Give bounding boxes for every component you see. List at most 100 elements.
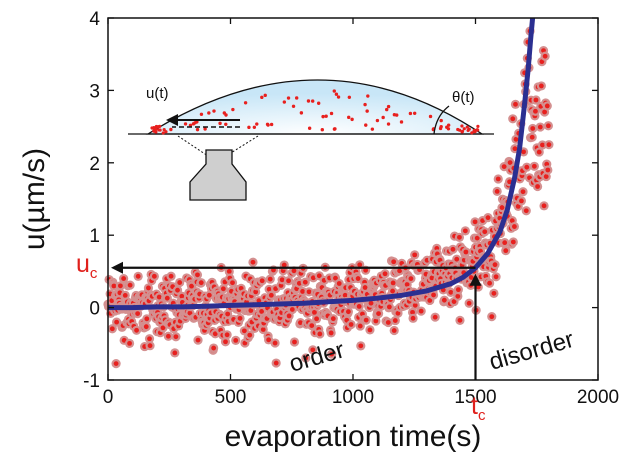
scatter-point (306, 289, 312, 295)
scatter-point (135, 311, 141, 317)
scatter-point (127, 282, 133, 288)
scatter-point (230, 280, 235, 286)
inset-particle (183, 122, 188, 126)
scatter-point (503, 248, 509, 254)
scatter-point (533, 108, 538, 114)
scatter-point (492, 262, 498, 268)
scatter-point (487, 280, 493, 286)
scatter-point (317, 331, 323, 337)
inset-particle (365, 109, 369, 113)
inset-particle (385, 107, 389, 112)
y-tick-label: 3 (89, 81, 100, 102)
y-tick-label: 0 (89, 299, 100, 320)
inset-particle (260, 95, 264, 100)
scatter-point (279, 277, 285, 283)
inset-particle (320, 128, 325, 132)
inset-edge-particle (472, 130, 476, 134)
y-axis-ticks: -1 0 1 2 3 4 (83, 9, 598, 392)
y-tick-label: -1 (83, 371, 100, 392)
scatter-point (520, 189, 526, 195)
x-tick-label: 500 (215, 387, 247, 408)
scatter-point (224, 332, 230, 338)
inset-edge-particle (161, 131, 165, 135)
scatter-point (316, 273, 322, 279)
x-tick-label: 2000 (577, 387, 619, 408)
scatter-point (391, 328, 397, 333)
scatter-point (429, 275, 435, 281)
scatter-point (233, 337, 239, 343)
inset-particle (291, 104, 296, 108)
scatter-point (151, 273, 157, 279)
fit-curve (108, 17, 536, 311)
scatter-point (289, 307, 295, 312)
inset-particle (306, 99, 311, 103)
scatter-point (535, 184, 540, 189)
inset-particle (439, 124, 443, 129)
scatter-point (536, 149, 542, 155)
inset-particle (263, 93, 267, 98)
inset-particle (243, 101, 248, 105)
scatter-point (187, 310, 193, 316)
scatter-point (494, 188, 500, 194)
microscope-objective (189, 149, 247, 201)
scatter-point (273, 286, 279, 292)
uc-arrow-head (111, 261, 123, 274)
scatter-point (260, 327, 266, 332)
scatter-point (177, 280, 183, 285)
inset-particle (332, 89, 336, 93)
scatter-point (348, 322, 354, 327)
scatter-point (531, 163, 537, 169)
scatter-point (472, 219, 478, 225)
scatter-point (330, 316, 336, 322)
scatter-point (164, 295, 170, 301)
scatter-point (273, 360, 279, 366)
x-axis-title: evaporation time(s) (225, 420, 482, 453)
scatter-point (412, 252, 418, 258)
inset-particle (439, 118, 443, 123)
inset-particle (321, 114, 325, 119)
scatter-point (545, 123, 551, 129)
scatter-point (291, 268, 297, 274)
scatter-point (482, 229, 488, 235)
inset-particle (282, 100, 287, 104)
scatter-point (259, 278, 265, 284)
scatter-point (513, 136, 519, 142)
scatter-point (543, 174, 549, 179)
scatter-point (509, 218, 515, 224)
scatter-point (144, 316, 150, 322)
scatter-point (237, 315, 243, 321)
scatter-point (474, 235, 480, 241)
scatter-point (392, 318, 398, 323)
scatter-point (395, 310, 401, 316)
inset-particle (386, 104, 391, 109)
scatter-point (223, 339, 228, 345)
scatter-point (499, 205, 505, 210)
inset-particle (350, 117, 354, 122)
inset-particle (247, 125, 251, 130)
inset-particle (195, 120, 199, 124)
tc-arrow-head (469, 273, 482, 286)
inset-edge-particle (157, 128, 161, 132)
scatter-point (206, 292, 212, 298)
inset-droplet-schematic: u(t) θ(t) (128, 79, 494, 201)
scatter-point (391, 259, 397, 265)
scatter-point (512, 224, 517, 229)
scatter-point (226, 269, 232, 274)
inset-theta-label: θ(t) (452, 89, 475, 106)
scatter-point (441, 297, 447, 303)
scatter-point (468, 275, 474, 280)
scatter-point (382, 271, 388, 277)
scatter-point (529, 134, 535, 140)
scatter-point (463, 249, 469, 255)
scatter-point (542, 109, 547, 115)
scatter-point (156, 294, 162, 300)
scatter-point (545, 167, 551, 173)
scatter-point (501, 164, 507, 169)
scatter-points (103, 26, 554, 369)
inset-particle (364, 123, 368, 127)
inset-particle (188, 123, 193, 127)
y-tick-label: 2 (89, 154, 100, 175)
scatter-point (510, 116, 516, 122)
scatter-point (146, 285, 151, 291)
